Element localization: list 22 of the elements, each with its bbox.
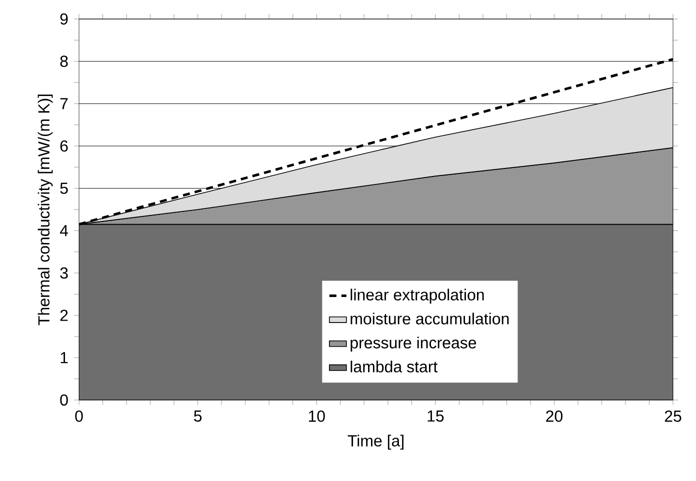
legend-label: linear extrapolation bbox=[350, 288, 484, 304]
legend-label: pressure increase bbox=[350, 336, 476, 352]
y-tick-label: 9 bbox=[60, 13, 68, 25]
y-axis-title: Thermal conductivity [mW/(m K)] bbox=[38, 94, 53, 326]
y-tick-label: 2 bbox=[60, 310, 68, 321]
x-tick-label: 10 bbox=[308, 410, 325, 422]
legend-label: moisture accumulation bbox=[350, 312, 509, 324]
y-tick-label: 5 bbox=[60, 182, 68, 194]
y-tick-label: 0 bbox=[60, 394, 68, 406]
y-tick-label: 3 bbox=[60, 267, 68, 279]
x-axis-title: Time [a] bbox=[348, 434, 404, 450]
x-tick-label: 0 bbox=[75, 410, 83, 422]
y-tick-label: 4 bbox=[60, 225, 68, 236]
x-tick-label: 15 bbox=[428, 410, 444, 422]
y-tick-label: 8 bbox=[60, 56, 68, 67]
y-tick-label: 6 bbox=[60, 140, 68, 152]
x-tick-label: 20 bbox=[546, 410, 562, 422]
y-tick-label: 1 bbox=[60, 352, 68, 364]
legend-label: lambda start bbox=[350, 360, 438, 372]
x-tick-label: 5 bbox=[194, 410, 202, 422]
y-tick-label: 7 bbox=[60, 98, 68, 110]
x-tick-label: 25 bbox=[664, 410, 682, 422]
